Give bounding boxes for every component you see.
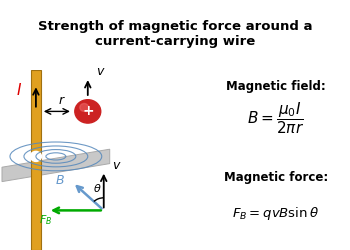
Text: $B = \dfrac{\mu_0 I}{2\pi r}$: $B = \dfrac{\mu_0 I}{2\pi r}$ — [247, 101, 304, 136]
Circle shape — [30, 151, 42, 162]
Text: $\it{I}$: $\it{I}$ — [16, 82, 22, 98]
Polygon shape — [2, 149, 110, 182]
Circle shape — [75, 100, 101, 123]
Circle shape — [80, 104, 89, 112]
Text: $\it{r}$: $\it{r}$ — [58, 94, 66, 107]
Text: $\mathbf{+}$: $\mathbf{+}$ — [82, 104, 94, 118]
Text: Magnetic field:: Magnetic field: — [226, 80, 326, 93]
Text: $\it{v}$: $\it{v}$ — [96, 66, 105, 78]
Text: Magnetic force:: Magnetic force: — [224, 171, 328, 184]
Text: $F_B = qvB\sin\theta$: $F_B = qvB\sin\theta$ — [232, 205, 319, 222]
Text: $\it{F}_B$: $\it{F}_B$ — [39, 213, 52, 227]
Text: Strength of magnetic force around a
current-carrying wire: Strength of magnetic force around a curr… — [38, 20, 312, 48]
Text: $\it{B}$: $\it{B}$ — [55, 174, 64, 187]
Text: $\theta$: $\theta$ — [93, 182, 101, 194]
Text: $\it{v}$: $\it{v}$ — [112, 159, 121, 172]
Polygon shape — [31, 70, 41, 250]
